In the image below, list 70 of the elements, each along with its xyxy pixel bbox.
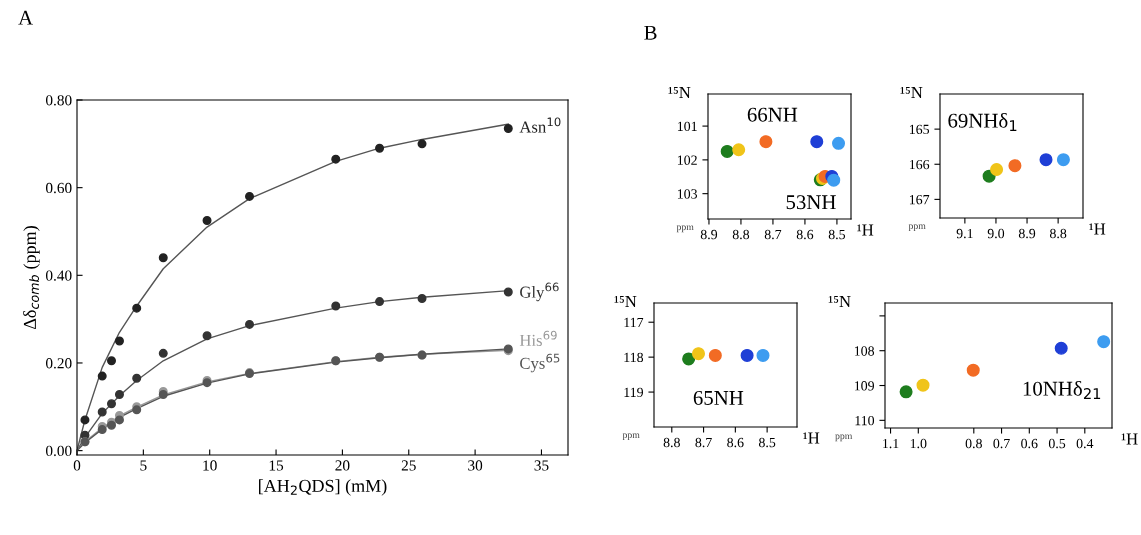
y-tick-label: 166: [909, 159, 930, 170]
text: ppm: [908, 224, 926, 232]
annotation: 66NH: [747, 107, 798, 122]
x-axis-title: ¹H: [1089, 223, 1106, 235]
annotation: 65NH: [693, 390, 744, 405]
annotation: 69NHδ$_{1}$: [948, 112, 1017, 131]
y-tick-label: 102: [677, 155, 697, 165]
series-label: Asn$^{10}$: [519, 117, 561, 133]
text: ppm: [835, 434, 853, 442]
y-tick-label: 117: [624, 317, 644, 328]
x-tick-label: 9.0: [987, 228, 1005, 239]
x-tick-label: 8.8: [1049, 228, 1067, 239]
y-tick-label: 0.20: [45, 358, 72, 369]
x-tick-label: 8.6: [796, 229, 814, 240]
x-tick-label: 0.6: [1021, 438, 1038, 449]
x-tick-label: 5: [140, 460, 147, 471]
y-tick-label: 0.80: [45, 95, 72, 106]
text: ppm: [622, 433, 640, 441]
x-tick-label: 30: [468, 460, 483, 471]
x-tick-label: 9.1: [956, 228, 973, 239]
x-tick-label: 8.5: [758, 437, 776, 448]
x-tick-label: 8.5: [828, 229, 846, 240]
x-tick-label: 10: [203, 460, 217, 471]
series-label: His$^{69}$: [519, 330, 557, 346]
y-tick-label: 0.40: [45, 270, 72, 281]
x-tick-label: 0.4: [1076, 438, 1094, 449]
x-tick-label: 20: [335, 460, 350, 471]
annotation: 10NHδ$_{21}$: [1023, 380, 1101, 399]
x-tick-label: 8.9: [1018, 228, 1036, 239]
y-tick-label: 167: [909, 195, 930, 205]
x-tick-label: 35: [534, 460, 549, 471]
y-tick-label: 119: [624, 387, 644, 398]
x-tick-label: 8.6: [727, 437, 744, 448]
series-label: Cys$^{65}$: [520, 353, 560, 373]
x-axis-title: ¹H: [857, 224, 874, 236]
x-tick-label: 0.7: [993, 438, 1010, 449]
y-tick-label: 103: [677, 189, 698, 199]
x-tick-label: 25: [401, 460, 416, 471]
y-tick-label: 108: [854, 346, 875, 356]
y-tick-label: 118: [624, 352, 644, 363]
x-tick-label: 0.8: [965, 438, 982, 449]
x-tick-label: 8.8: [732, 229, 750, 240]
y-tick-label: 101: [677, 121, 697, 132]
x-tick-label: 1.1: [883, 438, 899, 449]
x-tick-label: 8.8: [663, 437, 680, 448]
x-axis-title: ¹H: [803, 432, 820, 444]
y-axis-title: Δδ$_{comb}$ (ppm): [23, 226, 40, 330]
y-tick-label: 0.60: [45, 182, 72, 194]
y-tick-label: 110: [855, 415, 875, 426]
x-tick-label: 1.0: [910, 438, 927, 449]
y-axis-title: ¹⁵N: [828, 296, 851, 308]
y-axis-title: ¹⁵N: [614, 296, 637, 308]
y-axis-title: ¹⁵N: [900, 87, 923, 99]
x-tick-label: 8.7: [695, 437, 712, 448]
series-label: Gly$^{66}$: [520, 282, 559, 302]
x-tick-label: 0: [73, 460, 81, 471]
annotation: 53NH: [786, 195, 836, 210]
y-tick-label: 165: [909, 124, 930, 135]
x-tick-label: 15: [269, 460, 284, 471]
x-tick-label: 0.5: [1048, 438, 1066, 449]
x-tick-label: 8.9: [700, 229, 718, 240]
text: ppm: [676, 225, 694, 233]
chart-title: B: [644, 25, 657, 40]
x-axis-title: [AH$_{2}$QDS] (mM): [259, 479, 387, 496]
x-axis-title: ¹H: [1121, 433, 1138, 445]
y-tick-label: 0.00: [45, 445, 72, 457]
x-tick-label: 8.7: [764, 229, 782, 240]
y-axis-title: ¹⁵N: [668, 87, 691, 99]
y-tick-label: 109: [854, 381, 875, 391]
chart-title: A: [18, 10, 33, 25]
